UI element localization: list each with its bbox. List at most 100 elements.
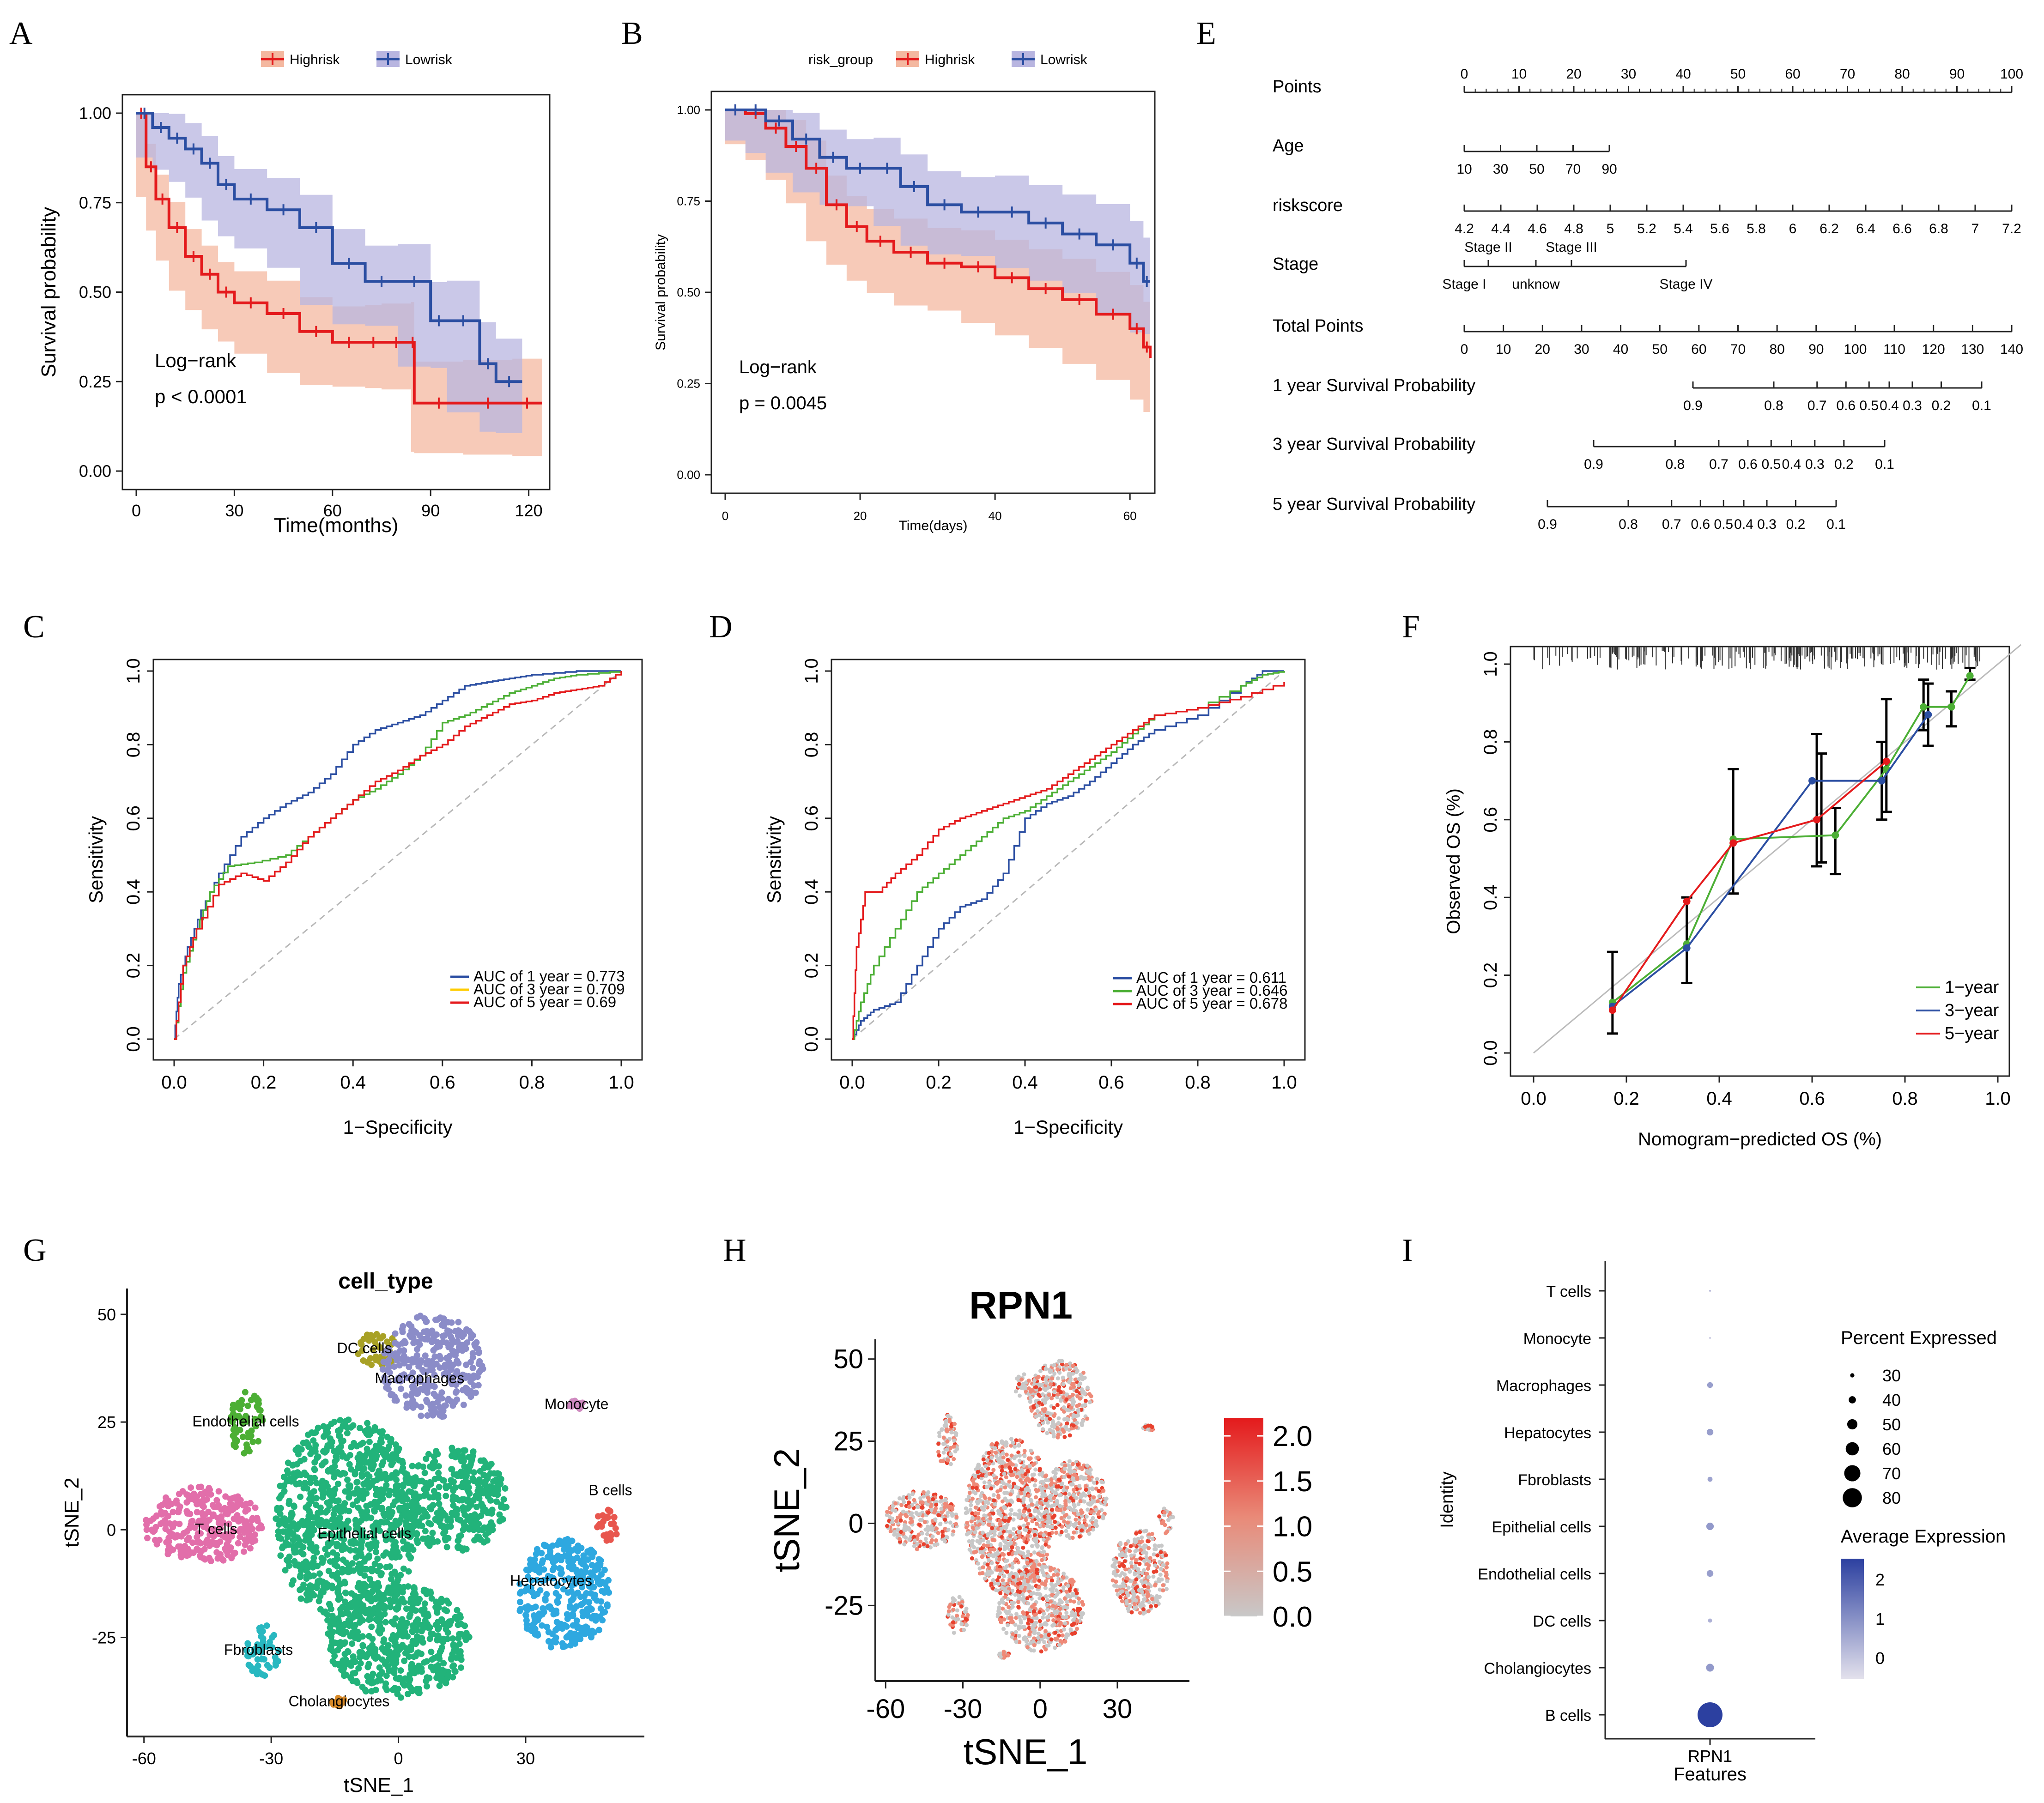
cell-point xyxy=(329,1585,336,1591)
cell-point xyxy=(554,1541,561,1548)
cell-point xyxy=(380,1333,387,1340)
cell-point xyxy=(1043,1388,1048,1392)
calibration-point xyxy=(1882,757,1890,765)
cell-point xyxy=(313,1501,320,1508)
cell-point xyxy=(330,1489,337,1496)
roc-panel-c: 0.0 0.2 0.4 0.6 0.8 1.0 0.0 0.2 0.4 0.6 0.8 1.0 1−Sp… xyxy=(85,658,643,1138)
cell-point xyxy=(313,1480,320,1487)
cell-point xyxy=(231,1549,238,1556)
cell-point xyxy=(399,1460,406,1467)
cell-point xyxy=(934,1538,938,1543)
cell-point xyxy=(400,1323,406,1330)
km-panel-a: 0 30 60 90 120 0.00 0.25 0.50 0.75 1.00 Time(month… xyxy=(37,51,551,537)
cell-point xyxy=(345,1569,352,1576)
ci-band-lowrisk xyxy=(136,113,522,433)
cell-point xyxy=(359,1633,366,1640)
cell-point xyxy=(471,1382,477,1389)
cell-point xyxy=(364,1420,371,1427)
cell-point xyxy=(329,1524,336,1531)
cell-point xyxy=(143,1526,150,1533)
cell-point xyxy=(570,1612,576,1619)
cell-point xyxy=(444,1672,451,1679)
cell-point xyxy=(302,1479,309,1486)
y-tick-label: -25 xyxy=(92,1628,116,1647)
cell-point xyxy=(586,1599,593,1606)
x-tick-label: 30 xyxy=(225,501,243,520)
x-axis-label: Time(days) xyxy=(899,518,968,533)
cell-point xyxy=(243,1418,250,1425)
cell-point xyxy=(457,1532,464,1539)
cell-point xyxy=(448,1378,455,1385)
cell-point xyxy=(366,1552,373,1559)
nomogram-tick-label: 0 xyxy=(1461,342,1468,357)
cell-point xyxy=(401,1510,408,1517)
expression-cluster xyxy=(885,1489,959,1551)
cell-point xyxy=(352,1602,359,1609)
cell-point xyxy=(419,1477,425,1484)
nomogram-tick-label: 4.8 xyxy=(1564,221,1583,236)
cell-point xyxy=(1043,1367,1048,1371)
y-tick-label: 1.0 xyxy=(123,658,144,684)
cell-point xyxy=(1017,1508,1022,1513)
cell-point xyxy=(388,1576,394,1583)
cell-point xyxy=(367,1614,374,1621)
cell-point xyxy=(446,1618,453,1625)
cell-point xyxy=(1055,1427,1060,1432)
cell-point xyxy=(170,1508,176,1515)
cell-point xyxy=(1062,1435,1067,1439)
x-tick-label: 0 xyxy=(132,501,141,520)
cell-point xyxy=(452,1454,459,1461)
cell-point xyxy=(259,1417,266,1424)
y-tick-label: 0.0 xyxy=(801,1026,822,1052)
cell-point xyxy=(391,1621,398,1628)
legend: risk_group Highrisk Lowrisk xyxy=(808,51,1088,67)
cell-point xyxy=(930,1538,934,1543)
panel-letter-c: C xyxy=(23,609,45,645)
cell-point xyxy=(469,1354,476,1361)
cell-point xyxy=(162,1521,169,1528)
cell-point xyxy=(560,1586,567,1593)
cell-point xyxy=(368,1648,375,1655)
cell-point xyxy=(903,1513,908,1517)
cell-point xyxy=(367,1594,374,1601)
cell-point xyxy=(394,1357,400,1364)
cell-point xyxy=(437,1513,444,1520)
cell-point xyxy=(920,1500,925,1505)
cell-point xyxy=(407,1554,414,1561)
nomogram-tick-label: 0.1 xyxy=(1875,457,1894,472)
calibration-point xyxy=(1832,831,1839,839)
cell-point xyxy=(1034,1385,1038,1390)
nomogram-tick-label: 70 xyxy=(1840,67,1855,82)
cell-point xyxy=(1037,1392,1041,1397)
cell-point xyxy=(1011,1517,1016,1522)
cell-point xyxy=(1037,1423,1041,1428)
cell-point xyxy=(307,1582,314,1589)
calibration-point xyxy=(1813,816,1821,823)
cell-point xyxy=(939,1495,943,1500)
cell-point xyxy=(517,1606,524,1613)
cell-point xyxy=(189,1539,196,1546)
cell-point xyxy=(364,1471,371,1478)
nomogram-tick-label: 0.3 xyxy=(1757,517,1777,532)
cell-point xyxy=(162,1499,169,1506)
cluster-monocyte xyxy=(566,1398,586,1412)
cell-point xyxy=(312,1448,319,1455)
cell-point xyxy=(455,1360,462,1367)
x-tick-label: 0 xyxy=(394,1749,403,1768)
cell-point xyxy=(528,1577,535,1584)
cell-point xyxy=(335,1628,342,1635)
nomogram-tick-label: 0.2 xyxy=(1786,517,1806,532)
nomogram-tick-label: 80 xyxy=(1894,67,1910,82)
cell-point xyxy=(1064,1363,1068,1367)
cell-point xyxy=(310,1437,317,1444)
cell-point xyxy=(271,1632,278,1639)
cell-point xyxy=(562,1643,569,1650)
cell-point xyxy=(1071,1381,1076,1386)
cell-point xyxy=(594,1513,601,1520)
cell-point xyxy=(952,1438,957,1443)
cell-point xyxy=(380,1552,387,1559)
plot-frame xyxy=(1510,646,2010,1077)
cell-point xyxy=(1041,1427,1045,1432)
roc-curve-1-year xyxy=(852,670,1284,1040)
cell-point xyxy=(517,1598,523,1605)
